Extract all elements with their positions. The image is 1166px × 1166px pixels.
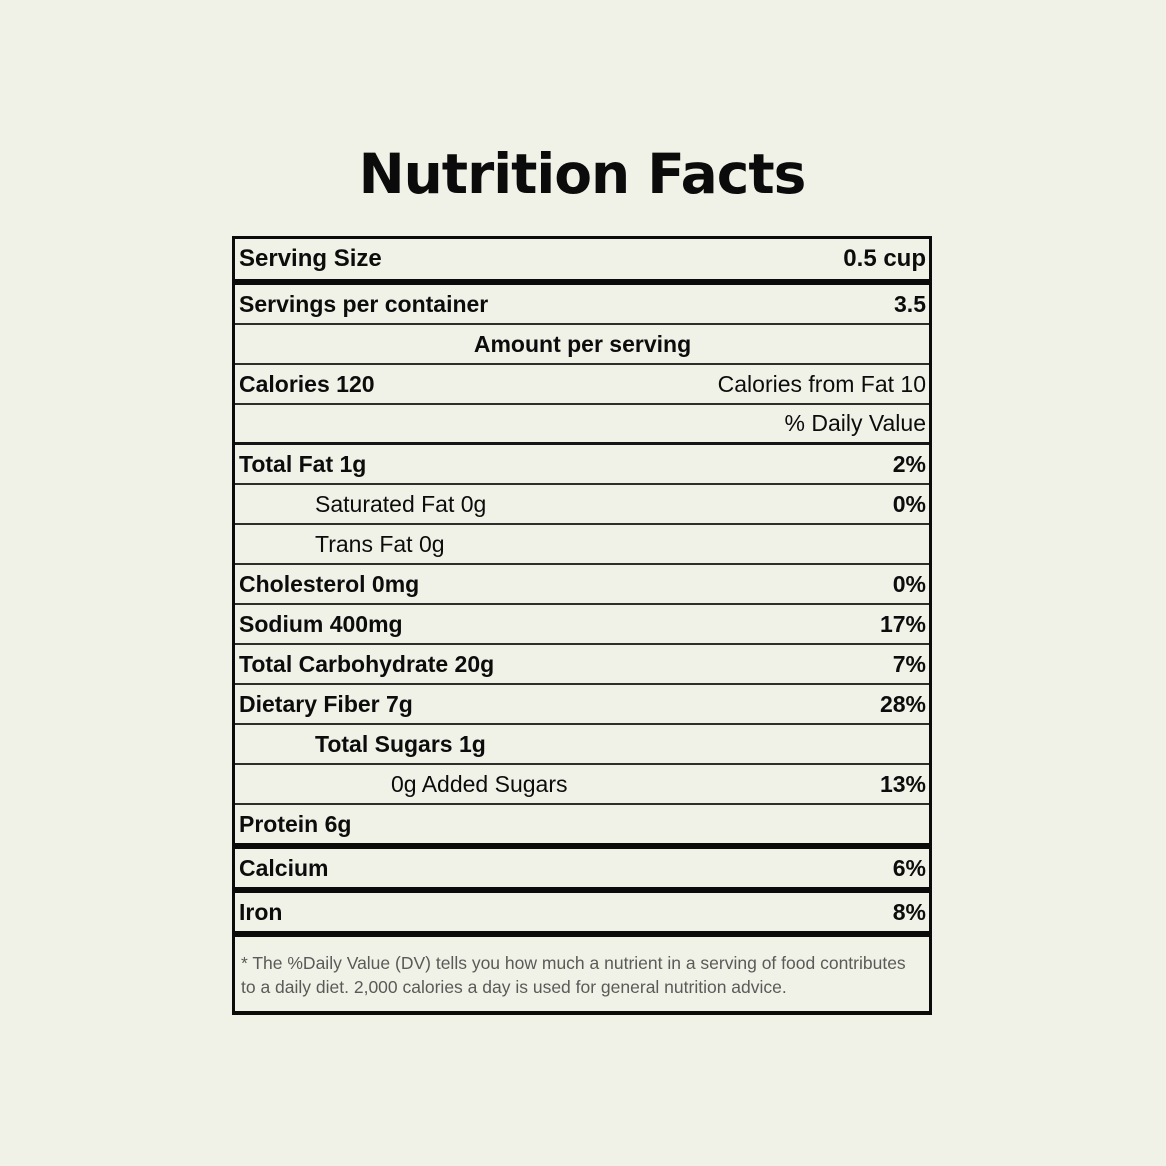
amount-per-serving-row: Amount per serving	[235, 325, 929, 365]
servings-per-container-label: Servings per container	[239, 290, 489, 317]
nutrient-row-total-carbohydrate: Total Carbohydrate 20g 7%	[235, 645, 929, 685]
nutrient-value: 2%	[892, 450, 926, 477]
mineral-row-calcium: Calcium 6%	[235, 849, 929, 893]
calories-label: Calories 120	[239, 370, 375, 397]
daily-value-footnote: * The %Daily Value (DV) tells you how mu…	[241, 953, 906, 997]
nutrition-facts-label: Serving Size 0.5 cup Servings per contai…	[232, 236, 932, 1015]
mineral-label: Calcium	[239, 854, 329, 881]
nutrient-row-dietary-fiber: Dietary Fiber 7g 28%	[235, 685, 929, 725]
nutrient-label: Cholesterol 0mg	[239, 570, 420, 597]
nutrient-label: Dietary Fiber 7g	[239, 690, 413, 717]
nutrient-row-added-sugars: 0g Added Sugars 13%	[235, 765, 929, 805]
calories-row: Calories 120 Calories from Fat 10	[235, 365, 929, 405]
serving-size-label: Serving Size	[239, 245, 382, 272]
nutrient-value: 13%	[879, 770, 926, 797]
amount-per-serving-header: Amount per serving	[473, 330, 692, 357]
page-title: Nutrition Facts	[358, 142, 807, 206]
daily-value-header-row: % Daily Value	[235, 405, 929, 445]
nutrient-label: Protein 6g	[239, 810, 352, 837]
nutrient-row-saturated-fat: Saturated Fat 0g 0%	[235, 485, 929, 525]
nutrient-label: Trans Fat 0g	[315, 530, 445, 557]
serving-size-value: 0.5 cup	[843, 245, 926, 272]
nutrient-row-total-sugars: Total Sugars 1g	[235, 725, 929, 765]
mineral-value: 6%	[892, 854, 926, 881]
nutrient-row-cholesterol: Cholesterol 0mg 0%	[235, 565, 929, 605]
nutrient-value: 28%	[879, 690, 926, 717]
nutrient-row-protein: Protein 6g	[235, 805, 929, 849]
nutrient-label: Sodium 400mg	[239, 610, 403, 637]
nutrient-value: 17%	[879, 610, 926, 637]
nutrient-value: 7%	[892, 650, 926, 677]
nutrient-label: Saturated Fat 0g	[315, 490, 487, 517]
nutrient-value: 0%	[892, 490, 926, 517]
mineral-value: 8%	[892, 898, 926, 925]
nutrient-label: Total Carbohydrate 20g	[239, 650, 495, 677]
serving-size-row: Serving Size 0.5 cup	[235, 239, 929, 285]
servings-per-container-value: 3.5	[894, 290, 926, 317]
nutrient-label: Total Sugars 1g	[315, 730, 486, 757]
nutrient-row-total-fat: Total Fat 1g 2%	[235, 445, 929, 485]
nutrient-value: 0%	[892, 570, 926, 597]
calories-from-fat-label: Calories from Fat 10	[717, 370, 926, 397]
nutrient-row-sodium: Sodium 400mg 17%	[235, 605, 929, 645]
daily-value-header: % Daily Value	[784, 410, 926, 436]
nutrient-label: 0g Added Sugars	[391, 770, 568, 797]
nutrient-row-trans-fat: Trans Fat 0g	[235, 525, 929, 565]
mineral-row-iron: Iron 8%	[235, 893, 929, 937]
servings-per-container-row: Servings per container 3.5	[235, 285, 929, 325]
mineral-label: Iron	[239, 898, 283, 925]
nutrient-label: Total Fat 1g	[239, 450, 367, 477]
